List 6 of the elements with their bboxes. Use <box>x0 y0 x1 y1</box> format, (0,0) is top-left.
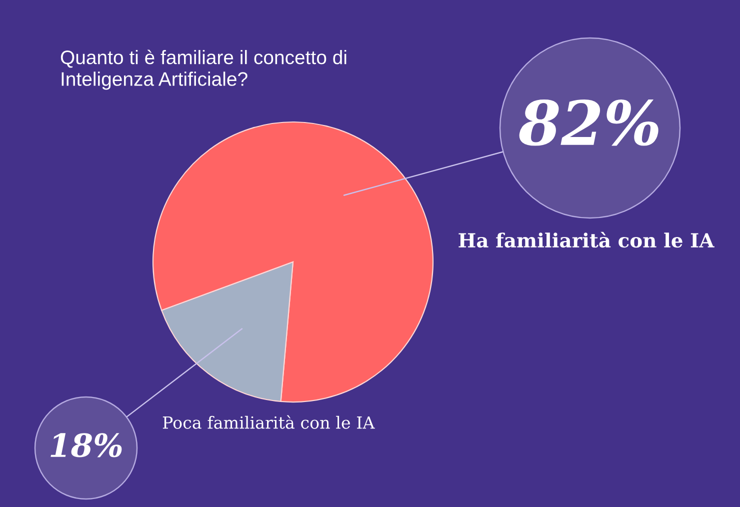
slice-label: Ha familiarità con le IA <box>458 232 714 248</box>
chart-title: Quanto ti è familiare il concetto di Inteligenza Artificiale? <box>60 50 346 90</box>
data-label: 18% <box>50 433 122 458</box>
slice-label: Poca familiarità con le IA <box>162 415 375 429</box>
data-label: 82% <box>519 100 658 146</box>
pie-slice <box>152 121 434 403</box>
